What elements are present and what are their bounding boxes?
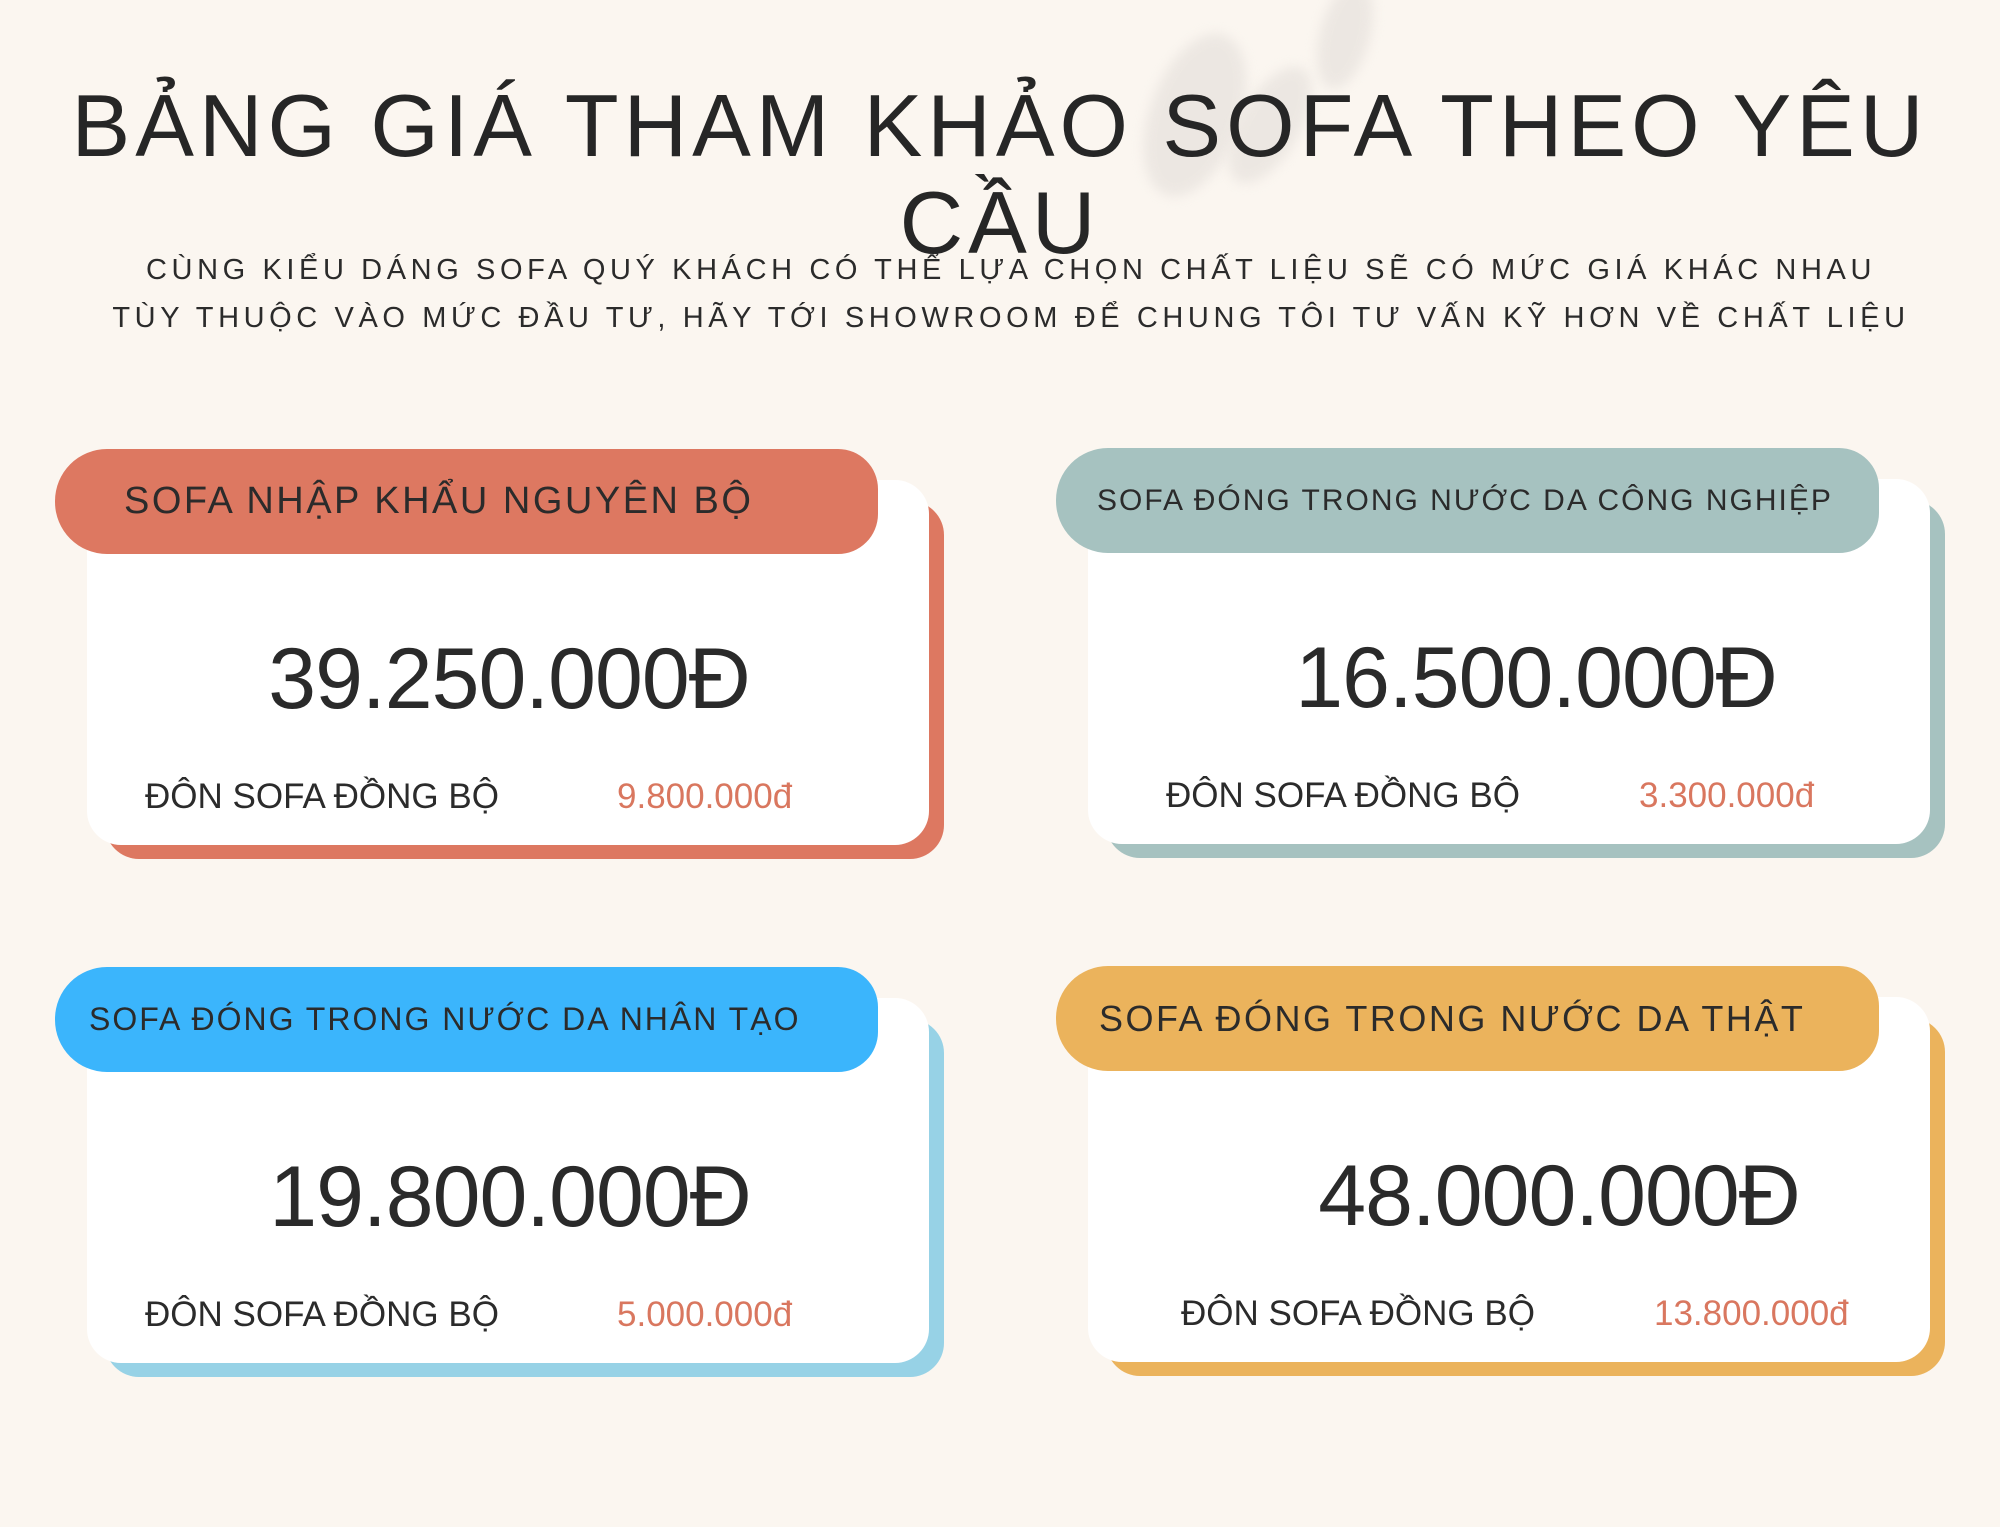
- card-header-pill: SOFA NHẬP KHẨU NGUYÊN BỘ: [55, 449, 878, 554]
- main-price: 39.250.000Đ: [268, 631, 751, 727]
- ottoman-price: 5.000.000đ: [617, 1295, 793, 1334]
- ottoman-label: ĐÔN SOFA ĐỒNG BỘ: [1166, 776, 1520, 815]
- ottoman-price: 9.800.000đ: [617, 777, 793, 816]
- subtitle-line-1: CÙNG KIỂU DÁNG SOFA QUÝ KHÁCH CÓ THỂ LỰA…: [146, 254, 1876, 286]
- subtitle-line-2: TÙY THUỘC VÀO MỨC ĐẦU TƯ, HÃY TỚI SHOWRO…: [112, 302, 1910, 334]
- card-header-pill: SOFA ĐÓNG TRONG NƯỚC DA THẬT: [1056, 966, 1879, 1071]
- price-card-industrial-leather: 16.500.000Đ ĐÔN SOFA ĐỒNG BỘ 3.300.000đ …: [1056, 448, 2000, 1008]
- card-header-pill: SOFA ĐÓNG TRONG NƯỚC DA CÔNG NGHIỆP: [1056, 448, 1879, 553]
- ottoman-price: 3.300.000đ: [1639, 776, 1815, 815]
- main-price: 16.500.000Đ: [1295, 630, 1778, 726]
- ottoman-price: 13.800.000đ: [1654, 1294, 1849, 1333]
- ottoman-label: ĐÔN SOFA ĐỒNG BỘ: [145, 1295, 499, 1334]
- page-title: BẢNG GIÁ THAM KHẢO SOFA THEO YÊU CẦU: [71, 76, 1929, 272]
- card-header-pill: SOFA ĐÓNG TRONG NƯỚC DA NHÂN TẠO: [55, 967, 878, 1072]
- main-price: 48.000.000Đ: [1318, 1148, 1801, 1244]
- price-card-real-leather: 48.000.000Đ ĐÔN SOFA ĐỒNG BỘ 13.800.000đ…: [1056, 966, 2000, 1526]
- price-card-artificial-leather: 19.800.000Đ ĐÔN SOFA ĐỒNG BỘ 5.000.000đ …: [55, 967, 1055, 1527]
- price-card-imported: 39.250.000Đ ĐÔN SOFA ĐỒNG BỘ 9.800.000đ …: [55, 449, 1055, 1009]
- ottoman-label: ĐÔN SOFA ĐỒNG BỘ: [145, 777, 499, 816]
- main-price: 19.800.000Đ: [269, 1149, 752, 1245]
- ottoman-label: ĐÔN SOFA ĐỒNG BỘ: [1181, 1294, 1535, 1333]
